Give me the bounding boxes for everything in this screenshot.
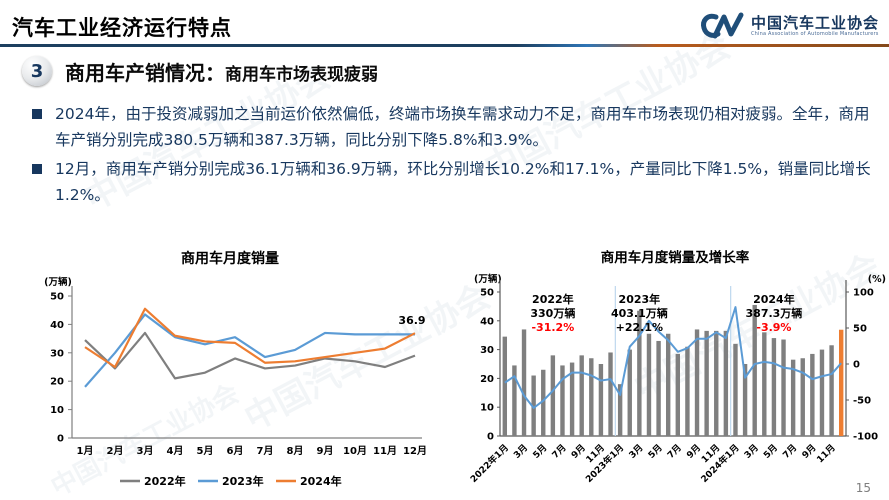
svg-text:7月: 7月 <box>665 442 684 461</box>
svg-text:-3.9%: -3.9% <box>756 321 791 334</box>
svg-text:20: 20 <box>50 377 64 388</box>
bullet-text: 2024年，由于投资减弱加之当前运价依然偏低，终端市场换车需求动力不足，商用车市… <box>55 105 870 150</box>
svg-text:2022年: 2022年 <box>532 292 574 306</box>
svg-text:7月: 7月 <box>257 445 274 457</box>
svg-text:2023年: 2023年 <box>619 292 661 306</box>
svg-text:40: 40 <box>480 316 494 327</box>
svg-text:0: 0 <box>853 360 860 371</box>
svg-text:403.1万辆: 403.1万辆 <box>611 306 668 320</box>
svg-text:(万辆): (万辆) <box>474 273 502 285</box>
svg-text:0: 0 <box>487 432 494 443</box>
svg-text:40: 40 <box>50 320 64 331</box>
section-title-main: 商用车产销情况： <box>65 60 225 85</box>
svg-text:2022年: 2022年 <box>144 474 186 488</box>
header: 汽车工业经济运行特点 中国汽车工业协会 China Association of… <box>12 6 879 42</box>
svg-text:3月: 3月 <box>742 442 761 461</box>
svg-text:+22.1%: +22.1% <box>616 321 663 334</box>
header-divider <box>0 44 889 47</box>
svg-text:6月: 6月 <box>227 445 244 457</box>
svg-text:9月: 9月 <box>317 445 334 457</box>
svg-text:12月: 12月 <box>403 445 427 457</box>
svg-text:2024年: 2024年 <box>753 292 795 306</box>
section-header: 3 商用车产销情况：商用车市场表现疲弱 <box>22 56 378 86</box>
bullet-item: 12月，商用车产销分别完成36.1万辆和36.9万辆，环比分别增长10.2%和1… <box>30 156 875 209</box>
bullet-marker-icon <box>32 163 42 174</box>
svg-text:商用车月度销量及增长率: 商用车月度销量及增长率 <box>601 249 750 266</box>
svg-text:2023年: 2023年 <box>222 474 264 488</box>
charts-row: 商用车月度销量 (万辆) 0 10 20 30 40 50 1月 2月 3月 4月 5月 6月 7月 8月 9月… <box>28 246 889 500</box>
svg-text:0: 0 <box>57 434 64 445</box>
bullet-item: 2024年，由于投资减弱加之当前运价依然偏低，终端市场换车需求动力不足，商用车市… <box>30 101 875 154</box>
chart-monthly-sales: 商用车月度销量 (万辆) 0 10 20 30 40 50 1月 2月 3月 4月 5月 6月 7月 8月 9月… <box>28 246 428 500</box>
svg-text:5月: 5月 <box>761 442 780 461</box>
org-name: 中国汽车工业协会 <box>750 13 879 32</box>
org-subtitle: China Association of Automobile Manufact… <box>750 31 879 38</box>
svg-text:5月: 5月 <box>646 442 665 461</box>
svg-text:2022年1月: 2022年1月 <box>468 442 511 485</box>
svg-text:2月: 2月 <box>107 445 124 457</box>
bullet-text: 12月，商用车产销分别完成36.1万辆和36.9万辆，环比分别增长10.2%和1… <box>55 159 871 205</box>
svg-text:100: 100 <box>853 288 874 299</box>
svg-text:30: 30 <box>480 345 494 356</box>
svg-text:5月: 5月 <box>531 442 550 461</box>
bullet-marker-icon <box>32 109 42 119</box>
section-number-badge: 3 <box>22 56 52 86</box>
org-logo: 中国汽车工业协会 China Association of Automobile… <box>699 10 879 42</box>
svg-text:387.3万辆: 387.3万辆 <box>746 306 803 320</box>
svg-text:11月: 11月 <box>815 442 838 465</box>
svg-text:4月: 4月 <box>167 445 184 457</box>
svg-text:3月: 3月 <box>627 442 646 461</box>
svg-text:(%): (%) <box>868 274 886 285</box>
svg-text:330万辆: 330万辆 <box>530 306 575 320</box>
chart-sales-and-growth: 商用车月度销量及增长率 (万辆) (%) 0 10 20 30 40 50 -100 -50 0 50 1… <box>460 246 889 500</box>
svg-text:10月: 10月 <box>343 445 367 457</box>
svg-text:50: 50 <box>480 288 494 299</box>
svg-text:50: 50 <box>853 324 867 335</box>
svg-text:(万辆): (万辆) <box>44 276 72 288</box>
svg-text:11月: 11月 <box>373 445 397 457</box>
svg-text:36.9: 36.9 <box>398 314 425 327</box>
section-title-sub: 商用车市场表现疲弱 <box>225 64 378 85</box>
section-title: 商用车产销情况：商用车市场表现疲弱 <box>65 57 378 86</box>
svg-text:10: 10 <box>50 405 64 416</box>
svg-text:-100: -100 <box>853 432 878 443</box>
svg-text:7月: 7月 <box>781 442 800 461</box>
svg-text:10: 10 <box>480 403 494 414</box>
svg-text:50: 50 <box>50 292 64 303</box>
svg-text:2024年: 2024年 <box>300 474 342 488</box>
svg-text:商用车月度销量: 商用车月度销量 <box>181 250 279 267</box>
page-number: 15 <box>855 481 871 495</box>
svg-text:-50: -50 <box>853 396 871 407</box>
svg-text:8月: 8月 <box>287 445 304 457</box>
svg-text:1月: 1月 <box>77 445 94 457</box>
svg-text:30: 30 <box>50 348 64 359</box>
page-title: 汽车工业经济运行特点 <box>12 16 232 40</box>
svg-text:20: 20 <box>480 374 494 385</box>
bullet-list: 2024年，由于投资减弱加之当前运价依然偏低，终端市场换车需求动力不足，商用车市… <box>30 101 875 210</box>
svg-text:5月: 5月 <box>197 445 214 457</box>
svg-text:3月: 3月 <box>512 442 531 461</box>
svg-text:3月: 3月 <box>137 445 154 457</box>
svg-text:-31.2%: -31.2% <box>531 321 574 334</box>
svg-text:7月: 7月 <box>550 442 569 461</box>
cm-logo-icon <box>701 12 744 39</box>
